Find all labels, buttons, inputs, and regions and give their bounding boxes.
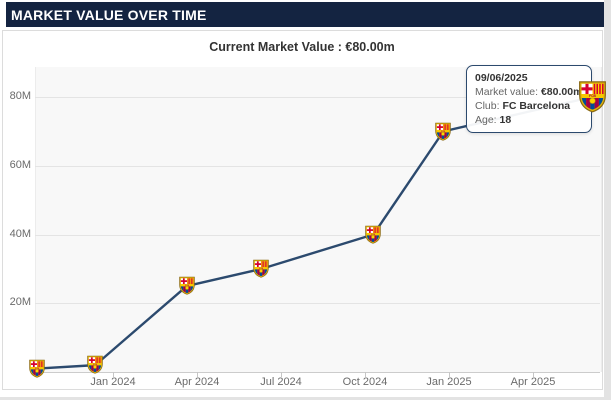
data-point-fc-barcelona-crest-icon[interactable]: FCB: [86, 355, 104, 375]
x-axis-label: Apr 2025: [510, 376, 556, 388]
data-point-fc-barcelona-crest-icon[interactable]: FCB: [178, 276, 196, 295]
svg-text:FCB: FCB: [589, 94, 596, 98]
tooltip-market-value: Market value: €80.00m: [475, 86, 583, 98]
y-axis-label: 40M: [9, 227, 31, 240]
x-axis-label: Jul 2024: [260, 376, 302, 388]
data-point-fc-barcelona-crest-icon[interactable]: FCB: [252, 259, 270, 278]
x-axis-label: Jan 2025: [426, 376, 472, 388]
gridline-20M: [35, 303, 600, 305]
data-point-fc-barcelona-crest-icon[interactable]: FCB: [577, 80, 608, 113]
x-axis-tick: [533, 372, 534, 377]
section-title: MARKET VALUE OVER TIME: [11, 6, 207, 23]
gridline-40M: [35, 234, 600, 236]
data-point-fc-barcelona-crest-icon[interactable]: FCB: [28, 359, 46, 378]
data-point-fc-barcelona-crest-icon[interactable]: FCB: [434, 122, 452, 141]
section-header: MARKET VALUE OVER TIME: [6, 2, 604, 27]
data-point-fc-barcelona-crest-icon[interactable]: FCB: [364, 225, 382, 244]
x-axis-tick: [449, 372, 450, 377]
y-axis-label: 60M: [9, 158, 31, 171]
x-axis-line: [35, 372, 600, 373]
page-bottom-gutter: [0, 397, 611, 400]
x-axis-label: Oct 2024: [342, 376, 388, 388]
x-axis-tick: [197, 372, 198, 377]
gridline-60M: [35, 165, 600, 167]
y-axis-label: 20M: [9, 296, 31, 309]
x-axis-label: Jan 2024: [90, 376, 136, 388]
x-axis-tick: [281, 372, 282, 377]
tooltip-club: Club: FC Barcelona: [475, 100, 571, 112]
x-axis-label: Apr 2024: [174, 376, 220, 388]
tooltip-date: 09/06/2025: [475, 72, 528, 84]
current-market-value-text: Current Market Value : €80.00m: [209, 40, 395, 54]
x-axis-tick: [365, 372, 366, 377]
x-axis-tick: [113, 372, 114, 377]
tooltip-age: Age: 18: [475, 114, 512, 126]
y-axis-label: 80M: [9, 90, 31, 102]
page-right-gutter: [604, 0, 611, 400]
tooltip: 09/06/2025 Market value: €80.00m Club: F…: [466, 65, 600, 133]
